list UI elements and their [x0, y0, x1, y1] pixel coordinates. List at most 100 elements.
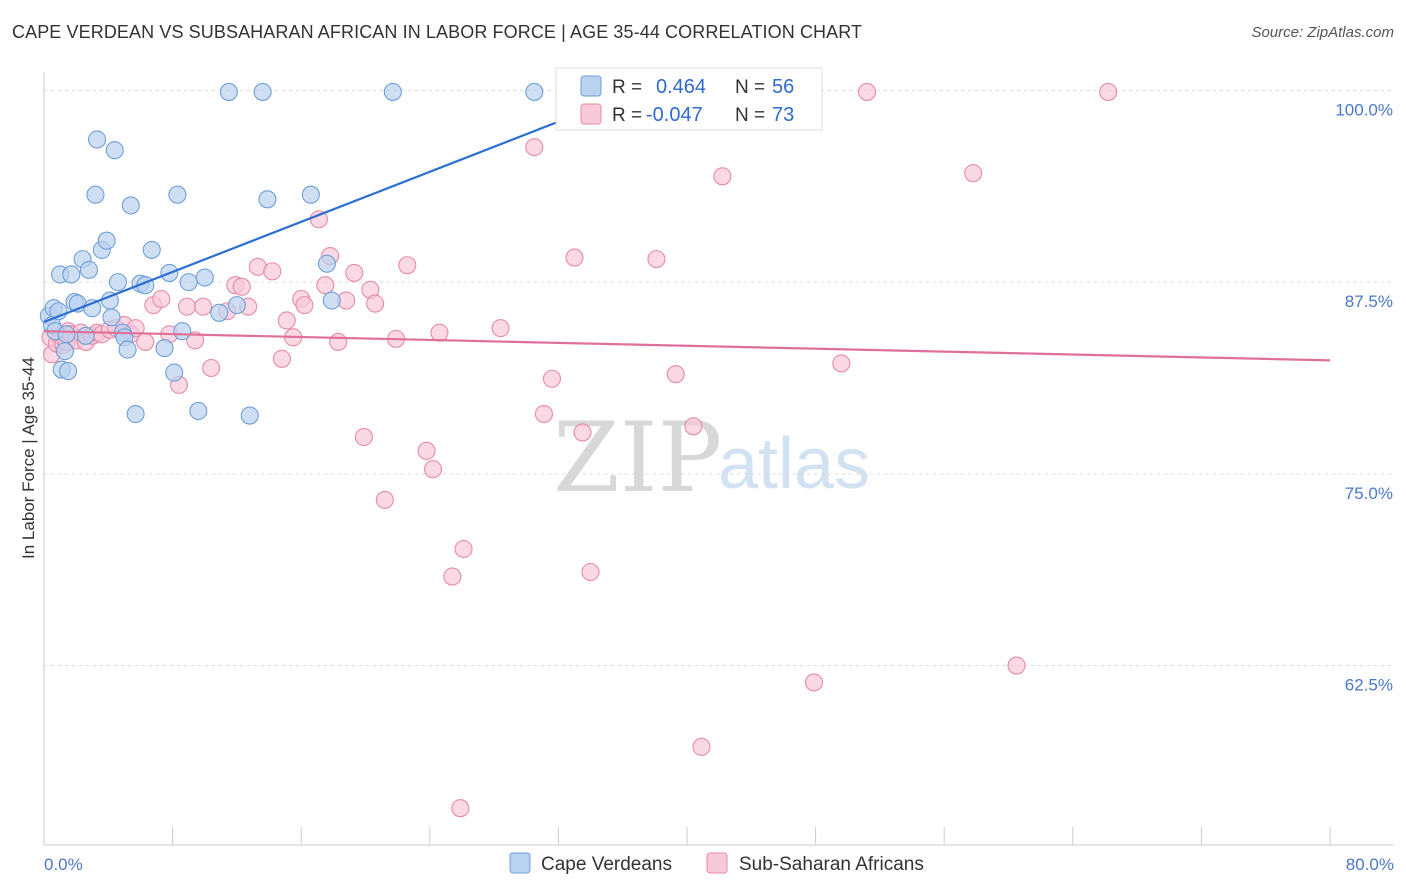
legend-n-value: 73 — [772, 104, 794, 126]
data-point — [152, 289, 171, 309]
data-point — [534, 404, 553, 424]
data-point — [666, 365, 685, 384]
data-point — [55, 342, 74, 361]
data-point — [317, 254, 336, 273]
data-point — [491, 319, 510, 338]
data-point — [202, 358, 221, 378]
data-point — [647, 250, 666, 269]
data-point — [832, 354, 851, 373]
x-minor-ticks — [43, 827, 1331, 845]
data-point — [417, 441, 436, 460]
data-point — [165, 363, 184, 382]
data-point — [253, 82, 272, 101]
data-point — [423, 460, 443, 479]
data-point — [1099, 82, 1118, 101]
data-point — [329, 332, 348, 351]
data-point — [108, 273, 127, 292]
data-point — [155, 339, 174, 358]
data-point — [692, 737, 711, 756]
data-point — [186, 331, 205, 350]
y-tick-label: 87.5% — [1345, 292, 1393, 311]
data-point — [1007, 656, 1026, 675]
data-point — [179, 273, 198, 292]
data-point — [573, 423, 592, 442]
series-cape-verdeans — [39, 82, 544, 425]
data-point — [295, 296, 314, 315]
legend-n-value: 56 — [772, 76, 794, 98]
data-point — [57, 325, 76, 344]
data-point — [804, 673, 824, 692]
stats-legend: R = 0.464 N = 56 R = -0.047 N = 73 — [555, 67, 823, 131]
trend-line-cape-verdeans — [43, 89, 640, 324]
data-point — [383, 82, 402, 101]
data-point — [195, 268, 214, 287]
watermark-atlas: atlas — [718, 424, 870, 504]
data-point — [97, 231, 116, 250]
data-point — [178, 297, 197, 316]
data-point — [121, 196, 140, 215]
data-point — [118, 340, 137, 359]
legend-r-value: -0.047 — [646, 104, 703, 126]
series-legend: Cape Verdeans Sub-Saharan Africans — [509, 852, 924, 875]
legend-n-label: N = — [735, 77, 765, 98]
trend-line-sub-saharan-africans — [43, 330, 1331, 362]
data-point — [258, 190, 277, 209]
legend-r-value: 0.464 — [656, 76, 706, 98]
data-point — [277, 311, 296, 330]
data-point — [263, 262, 282, 281]
y-axis-label: In Labor Force | Age 35-44 — [19, 357, 38, 559]
y-tick-label: 62.5% — [1345, 676, 1393, 695]
data-point — [857, 82, 877, 101]
data-point — [194, 297, 213, 316]
legend-swatch-cape-verdeans — [509, 852, 531, 874]
x-tick-label-min: 0.0% — [44, 855, 83, 874]
x-tick-label-max: 80.0% — [1346, 855, 1394, 874]
source-label: Source: ZipAtlas.com — [1251, 24, 1394, 41]
data-point — [316, 276, 335, 295]
legend-label-sub-saharan-africans: Sub-Saharan Africans — [739, 854, 924, 875]
legend-label-cape-verdeans: Cape Verdeans — [541, 854, 672, 875]
data-point — [443, 567, 462, 586]
data-point — [232, 277, 251, 296]
data-point — [79, 260, 99, 279]
data-point — [76, 326, 95, 345]
data-point — [684, 417, 703, 436]
data-point — [240, 406, 259, 425]
data-point — [964, 164, 983, 183]
data-point — [227, 296, 246, 315]
data-point — [168, 185, 187, 204]
data-point — [136, 332, 155, 351]
data-point — [713, 167, 732, 186]
data-point — [102, 308, 121, 327]
data-point — [581, 562, 600, 582]
data-point — [219, 82, 238, 101]
data-point — [354, 427, 373, 447]
data-point — [345, 263, 364, 282]
data-point — [525, 82, 544, 101]
watermark: ZIP atlas — [553, 402, 870, 514]
data-point — [59, 362, 78, 381]
data-point — [301, 185, 320, 204]
legend-swatch-pink — [580, 103, 602, 125]
y-tick-label: 75.0% — [1345, 484, 1393, 503]
data-point — [210, 303, 229, 322]
legend-r-label: R = — [612, 77, 642, 98]
legend-r-label: R = — [612, 105, 642, 126]
data-point — [525, 138, 544, 157]
data-point — [272, 349, 291, 368]
legend-swatch-sub-saharan-africans — [706, 852, 728, 874]
data-point — [430, 323, 449, 342]
data-point — [451, 799, 470, 818]
data-point — [189, 401, 208, 421]
chart-title: CAPE VERDEAN VS SUBSAHARAN AFRICAN IN LA… — [12, 22, 863, 42]
legend-swatch-blue — [580, 75, 602, 97]
data-point — [322, 291, 341, 310]
y-tick-labels: 62.5% 75.0% 87.5% 100.0% — [1335, 100, 1393, 694]
data-point — [142, 240, 161, 259]
data-point — [87, 130, 107, 149]
y-tick-label: 100.0% — [1335, 100, 1393, 119]
data-point — [86, 185, 105, 204]
data-point — [542, 369, 562, 388]
data-point — [126, 404, 145, 424]
